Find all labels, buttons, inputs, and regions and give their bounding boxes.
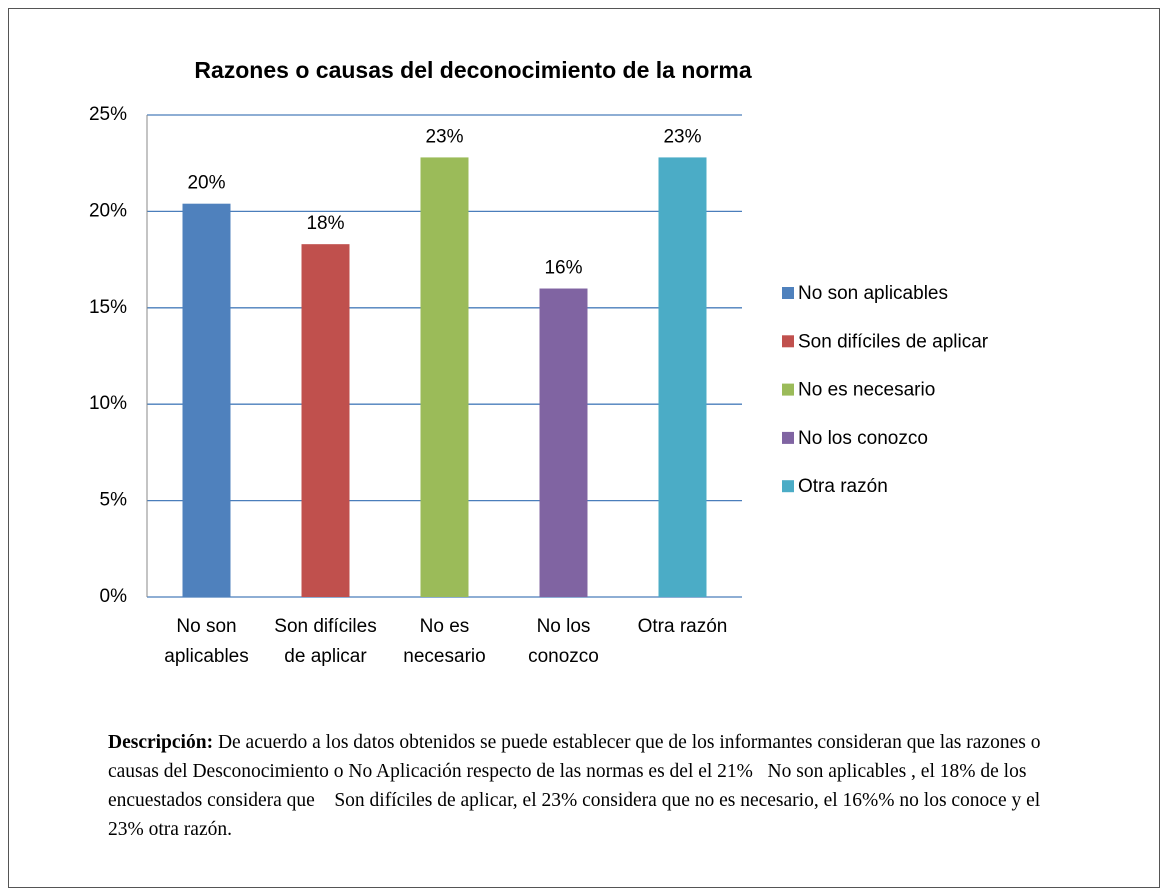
legend-swatch: [782, 335, 794, 348]
data-label: 16%: [544, 258, 582, 279]
description-label: Descripción:: [108, 732, 214, 753]
data-label: 20%: [187, 173, 225, 194]
data-label: 18%: [306, 213, 344, 234]
bar: [658, 157, 707, 597]
y-tick-label: 10%: [89, 393, 127, 414]
legend-label: Son difíciles de aplicar: [798, 331, 989, 352]
description: Descripción: De acuerdo a los datos obte…: [108, 728, 1068, 844]
legend-label: Otra razón: [798, 476, 888, 497]
x-tick-label: No los conozco: [528, 616, 599, 667]
legend-swatch: [782, 480, 794, 493]
data-label: 23%: [425, 126, 463, 147]
description-text: De acuerdo a los datos obtenidos se pued…: [108, 732, 1046, 840]
y-tick-label: 25%: [89, 104, 127, 125]
x-tick-label: No es necesario: [403, 616, 486, 667]
legend-swatch: [782, 383, 794, 396]
legend-label: No son aplicables: [798, 283, 948, 304]
bar: [182, 203, 231, 598]
bar: [301, 244, 350, 597]
y-tick-label: 5%: [100, 490, 128, 511]
data-label: 23%: [663, 126, 701, 147]
bar: [539, 288, 588, 597]
chart-title: Razones o causas del deconocimiento de l…: [194, 57, 751, 83]
x-tick-label: Otra razón: [637, 616, 728, 637]
legend-swatch: [782, 431, 794, 444]
legend-label: No los conozco: [798, 428, 928, 449]
y-tick-label: 15%: [89, 297, 127, 318]
x-tick-label: No son aplicables: [164, 616, 249, 667]
legend-swatch: [782, 287, 794, 299]
legend-label: No es necesario: [798, 380, 935, 401]
y-tick-label: 20%: [89, 200, 127, 221]
bar: [420, 157, 469, 597]
y-tick-label: 0%: [100, 586, 128, 607]
x-tick-label: Son difíciles de aplicar: [274, 616, 377, 667]
